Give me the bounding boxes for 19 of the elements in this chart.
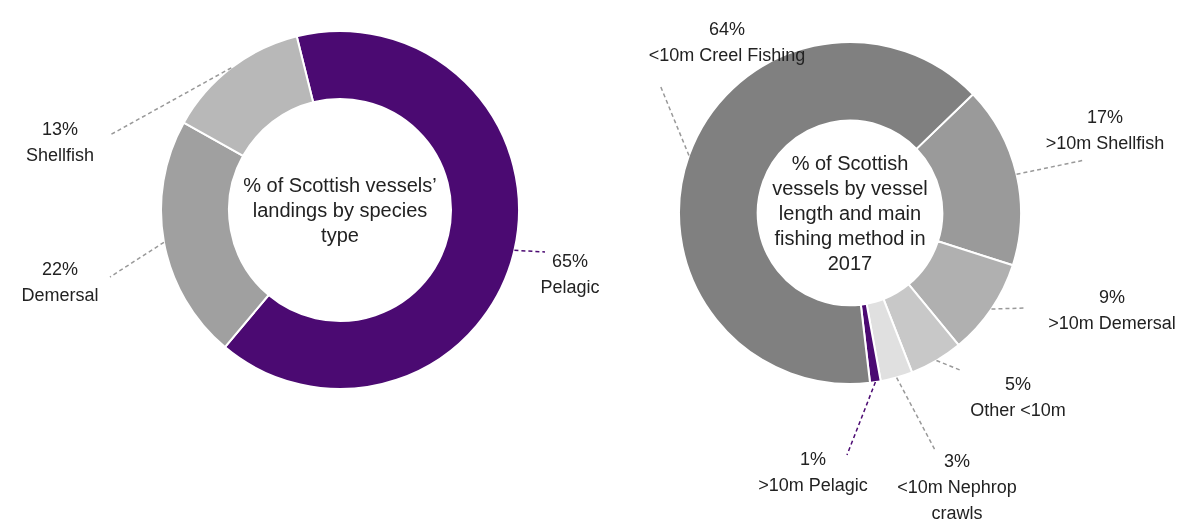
data-label: 5% [1004, 373, 1032, 394]
data-label: 1% [799, 448, 827, 469]
slice-label: Pelagic [540, 276, 600, 297]
slice-label: >10m Shellfish [1045, 132, 1165, 153]
slice-label: Demersal [21, 284, 99, 305]
data-label: 65% [551, 250, 589, 271]
text: % of Scottish vessels’ landings by species type [242, 172, 438, 248]
data-label: 9% [1098, 286, 1126, 307]
data-label: 64% [708, 18, 746, 39]
slice-label: >10m Demersal [1048, 312, 1176, 333]
slice-label: <10m Nephrop crawls [897, 476, 1017, 523]
data-label: 17% [1086, 106, 1124, 127]
slice-label: Other <10m [970, 399, 1066, 420]
data-label: 13% [41, 118, 79, 139]
data-label: 22% [41, 258, 79, 279]
slice-label: Shellfish [25, 144, 95, 165]
data-label: 3% [943, 450, 971, 471]
text: % of Scottish vessels by vessel length and main fishing method in 2017 [771, 150, 929, 276]
slice-label: >10m Pelagic [758, 474, 868, 495]
